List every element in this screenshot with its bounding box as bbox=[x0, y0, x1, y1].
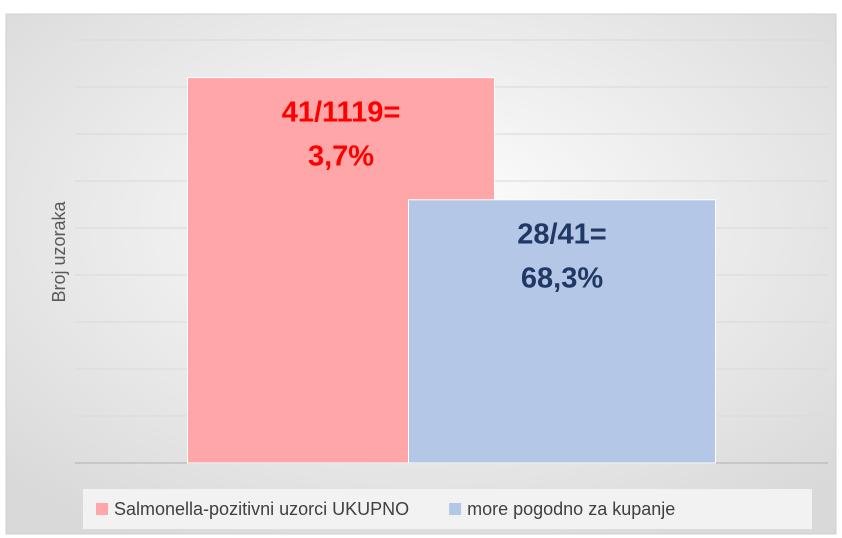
legend-swatch bbox=[96, 503, 108, 515]
y-axis-label: Broj uzoraka bbox=[49, 200, 69, 302]
legend-label: Salmonella-pozitivni uzorci UKUPNO bbox=[114, 499, 409, 519]
data-label: 41/1119= bbox=[282, 96, 401, 128]
legend-box bbox=[83, 489, 812, 529]
legend-swatch bbox=[449, 503, 462, 515]
bar bbox=[408, 199, 716, 464]
data-label: 3,7% bbox=[308, 140, 374, 172]
legend-label: more pogodno za kupanje bbox=[467, 499, 675, 519]
data-label: 28/41= bbox=[517, 218, 607, 250]
data-label: 68,3% bbox=[521, 262, 603, 294]
